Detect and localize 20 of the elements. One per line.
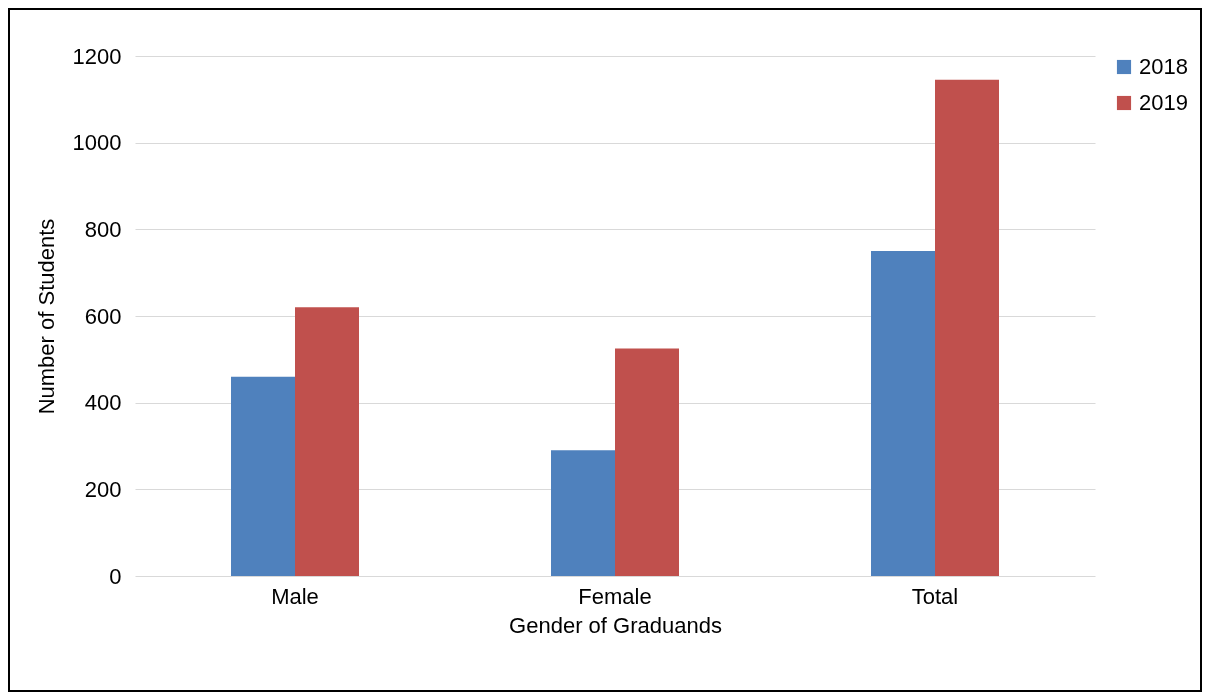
y-tick-label: 800 xyxy=(84,216,122,242)
legend-label: 2019 xyxy=(1139,90,1188,115)
x-tick-label: Male xyxy=(271,583,319,609)
x-tick-label: Female xyxy=(578,583,652,609)
x-axis-title: Gender of Graduands xyxy=(509,612,722,638)
y-tick-label: 400 xyxy=(84,390,122,416)
legend-label: 2018 xyxy=(1139,54,1188,79)
y-axis-title: Number of Students xyxy=(33,218,59,415)
y-tick-label: 200 xyxy=(84,476,122,502)
y-tick-label: 1000 xyxy=(72,130,122,156)
bar xyxy=(615,348,679,576)
bar xyxy=(231,376,295,576)
y-tick-label: 0 xyxy=(109,563,122,589)
bar xyxy=(295,307,359,576)
x-tick-label: Total xyxy=(911,583,959,609)
y-tick-label: 600 xyxy=(84,303,122,329)
bar xyxy=(871,251,935,576)
bar xyxy=(935,79,999,576)
y-tick-label: 1200 xyxy=(72,43,122,69)
bar xyxy=(551,450,615,576)
